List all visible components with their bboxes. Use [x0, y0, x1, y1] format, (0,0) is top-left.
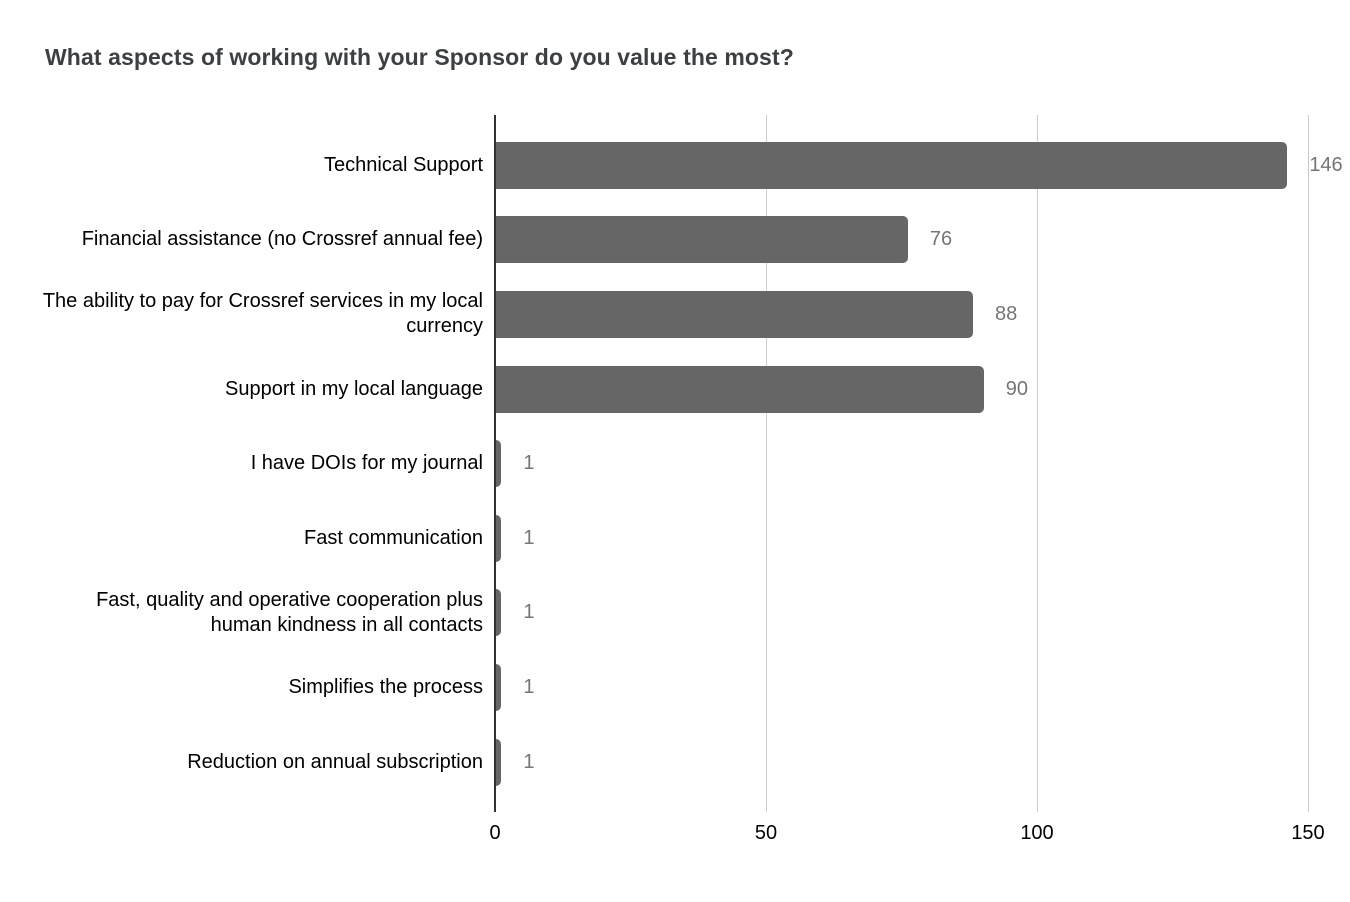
category-label: Fast communication — [304, 526, 483, 549]
x-axis-tick-label: 0 — [489, 822, 501, 844]
bar — [496, 440, 502, 488]
category-label: Support in my local language — [225, 377, 483, 400]
bar — [496, 141, 1288, 189]
x-axis-tick-label: 150 — [1291, 822, 1325, 844]
bar — [496, 514, 502, 562]
bar-value-label: 76 — [929, 228, 953, 251]
x-axis-tick-label: 50 — [754, 822, 778, 844]
y-axis-line — [494, 115, 496, 812]
bar-value-label: 1 — [523, 526, 535, 549]
gridline — [1036, 115, 1038, 812]
bar — [496, 216, 908, 264]
bar-value-label: 88 — [994, 302, 1018, 325]
category-label: Technical Support — [324, 153, 483, 176]
category-label: The ability to pay for Crossref services… — [42, 290, 483, 338]
category-label: Reduction on annual subscription — [187, 750, 483, 773]
bar-value-label: 1 — [523, 452, 535, 475]
gridline — [765, 115, 767, 812]
bar — [496, 664, 502, 711]
category-label: Financial assistance (no Crossref annual… — [81, 228, 483, 251]
bar-value-label: 90 — [1005, 377, 1029, 400]
bar-value-label: 1 — [523, 675, 535, 698]
chart-title: What aspects of working with your Sponso… — [45, 44, 794, 70]
x-axis-tick-label: 100 — [1020, 822, 1054, 844]
category-label: I have DOIs for my journal — [250, 452, 483, 475]
bar-value-label: 1 — [523, 601, 535, 624]
bar-value-label: 146 — [1309, 153, 1343, 176]
bar — [496, 589, 502, 637]
bar — [496, 291, 973, 338]
category-label: Fast, quality and operative cooperation … — [96, 588, 483, 636]
bar — [496, 365, 984, 413]
bar-value-label: 1 — [523, 750, 535, 773]
bar — [496, 738, 502, 786]
category-label: Simplifies the process — [288, 675, 483, 698]
gridline — [1307, 115, 1309, 812]
